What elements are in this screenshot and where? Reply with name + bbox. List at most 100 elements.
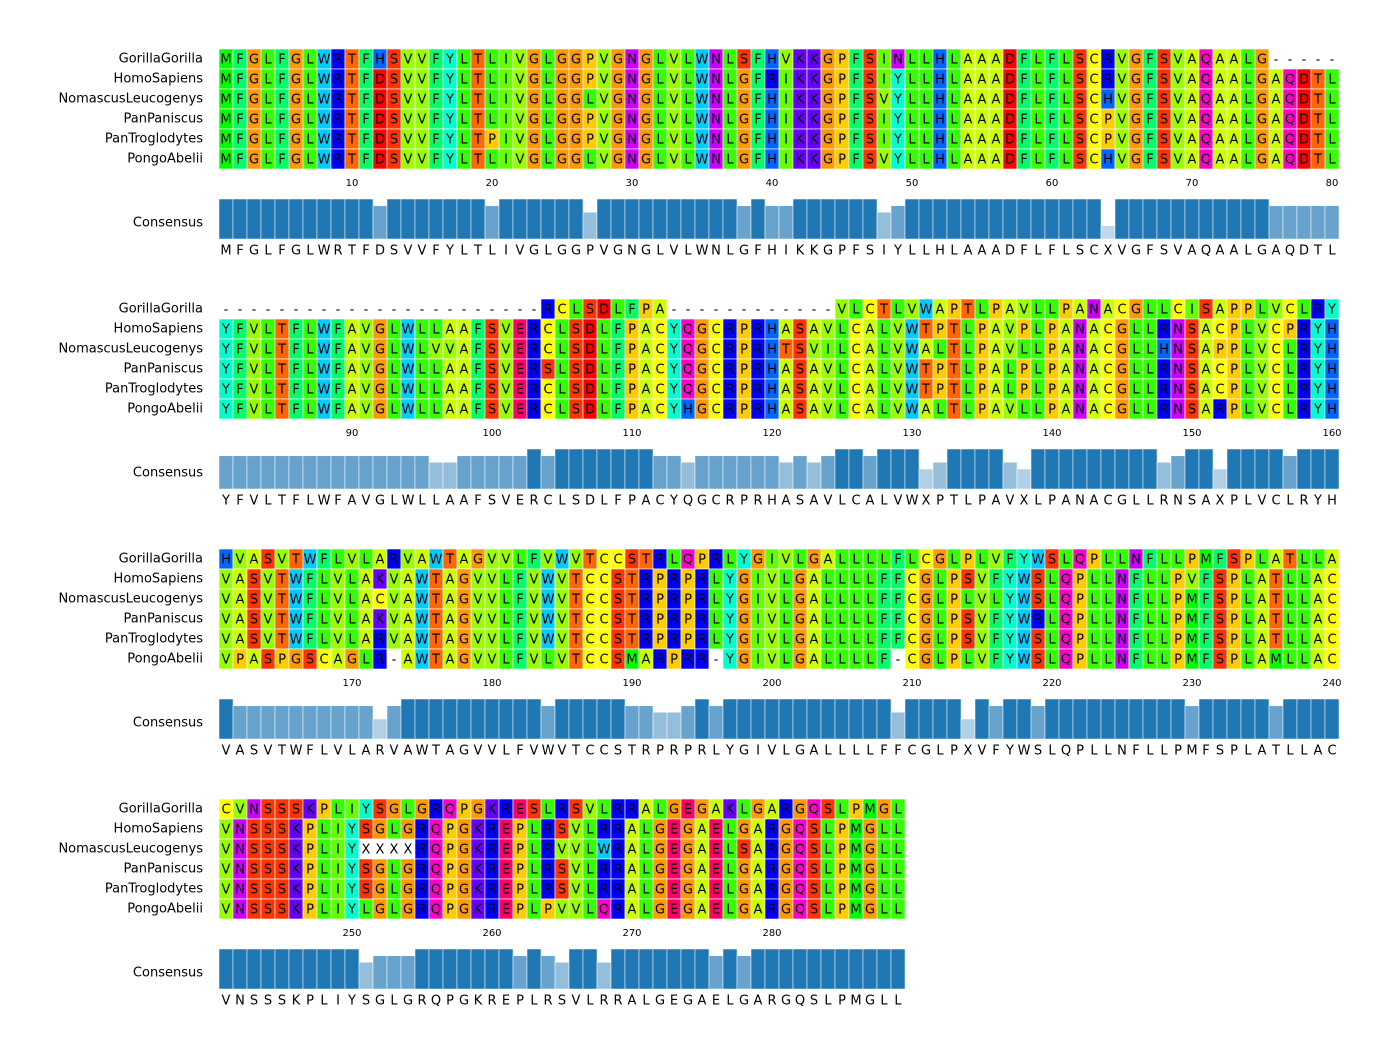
residue-letter: V — [768, 593, 777, 608]
residue-letter: S — [1076, 93, 1084, 108]
consensus-letter: G — [655, 994, 665, 1009]
residue-letter: W — [696, 153, 709, 168]
residue-letter: C — [599, 653, 608, 668]
residue-letter: A — [964, 113, 973, 128]
residue-letter: - — [462, 303, 467, 318]
residue-letter: Q — [1061, 593, 1071, 608]
residue-letter: L — [950, 93, 958, 108]
residue-letter: P — [1048, 323, 1056, 338]
residue-letter: S — [572, 343, 580, 358]
residue-letter: V — [600, 153, 609, 168]
residue-letter: H — [767, 153, 777, 168]
consensus-bar — [428, 198, 444, 240]
position-tick-label: 200 — [762, 678, 781, 689]
residue-letter: C — [655, 363, 664, 378]
residue-letter: G — [375, 323, 385, 338]
consensus-bar — [820, 198, 836, 240]
consensus-bar — [428, 698, 444, 740]
sequence-name: NomascusLeucogenys — [58, 592, 203, 607]
residue-letter: L — [1244, 153, 1252, 168]
consensus-letter: E — [516, 494, 524, 509]
residue-letter: X — [376, 843, 385, 858]
consensus-bar — [918, 468, 934, 490]
residue-letter: L — [726, 153, 734, 168]
residue-letter: Y — [221, 363, 230, 378]
residue-letter: G — [795, 803, 805, 818]
residue-letter: R — [1103, 73, 1112, 88]
consensus-letter: Q — [1061, 744, 1071, 759]
residue-letter: Y — [347, 823, 356, 838]
residue-letter: L — [1146, 343, 1154, 358]
residue-letter: I — [504, 113, 508, 128]
residue-letter: V — [1118, 113, 1127, 128]
residue-letter: D — [599, 303, 609, 318]
residue-letter: A — [992, 73, 1001, 88]
residue-letter: P — [656, 613, 664, 628]
consensus-bar — [652, 711, 668, 740]
consensus-letter: W — [318, 244, 331, 259]
consensus-letter: G — [249, 244, 259, 259]
consensus-bar — [1198, 198, 1214, 240]
sequence-name: NomascusLeucogenys — [58, 342, 203, 357]
residue-letter: M — [220, 133, 231, 148]
residue-letter: S — [796, 363, 804, 378]
residue-letter: R — [501, 803, 510, 818]
residue-letter: P — [740, 323, 748, 338]
residue-letter: G — [655, 843, 665, 858]
residue-letter: S — [740, 53, 748, 68]
residue-letter: L — [264, 93, 272, 108]
consensus-bar — [526, 698, 542, 740]
residue-letter: Y — [445, 113, 454, 128]
residue-letter: H — [767, 93, 777, 108]
residue-letter: F — [852, 93, 859, 108]
residue-letter: A — [698, 883, 707, 898]
residue-letter: A — [1062, 343, 1071, 358]
residue-letter: G — [753, 553, 763, 568]
residue-letter: L — [348, 573, 356, 588]
consensus-letter: A — [1272, 244, 1281, 259]
consensus-letter: F — [432, 244, 439, 259]
residue-letter: P — [516, 863, 524, 878]
residue-letter: W — [696, 113, 709, 128]
residue-letter: L — [852, 573, 860, 588]
residue-letter: P — [516, 883, 524, 898]
residue-letter: W — [402, 343, 415, 358]
residue-letter: R — [487, 883, 496, 898]
residue-letter: Y — [1313, 403, 1322, 418]
residue-letter: A — [1188, 133, 1197, 148]
residue-letter: G — [249, 113, 259, 128]
residue-letter: I — [336, 883, 340, 898]
residue-letter: L — [894, 823, 902, 838]
consensus-bar — [652, 455, 668, 490]
residue-letter: L — [1244, 113, 1252, 128]
residue-letter: W — [542, 613, 555, 628]
residue-letter: R — [767, 73, 776, 88]
residue-letter: A — [922, 343, 931, 358]
residue-letter: G — [375, 383, 385, 398]
residue-letter: W — [556, 553, 569, 568]
residue-letter: S — [796, 323, 804, 338]
residue-letter: A — [1216, 113, 1225, 128]
residue-letter: C — [1215, 363, 1224, 378]
residue-letter: V — [502, 403, 511, 418]
consensus-letter: T — [949, 494, 958, 509]
residue-letter: V — [334, 593, 343, 608]
residue-letter: A — [1216, 133, 1225, 148]
consensus-bar — [596, 448, 612, 490]
residue-letter: R — [375, 653, 384, 668]
residue-letter: V — [1174, 53, 1183, 68]
residue-letter: A — [754, 883, 763, 898]
residue-letter: W — [416, 573, 429, 588]
residue-letter: F — [236, 153, 243, 168]
residue-letter: W — [906, 383, 919, 398]
consensus-letter: F — [236, 494, 243, 509]
consensus-bar — [1268, 705, 1284, 740]
residue-letter: S — [796, 403, 804, 418]
sequence-name: HomoSapiens — [114, 822, 204, 837]
residue-letter: Q — [1201, 113, 1211, 128]
residue-letter: - — [504, 303, 509, 318]
consensus-bar — [260, 948, 276, 990]
residue-letter: V — [572, 823, 581, 838]
consensus-letter: V — [1258, 494, 1267, 509]
residue-letter: A — [446, 573, 455, 588]
